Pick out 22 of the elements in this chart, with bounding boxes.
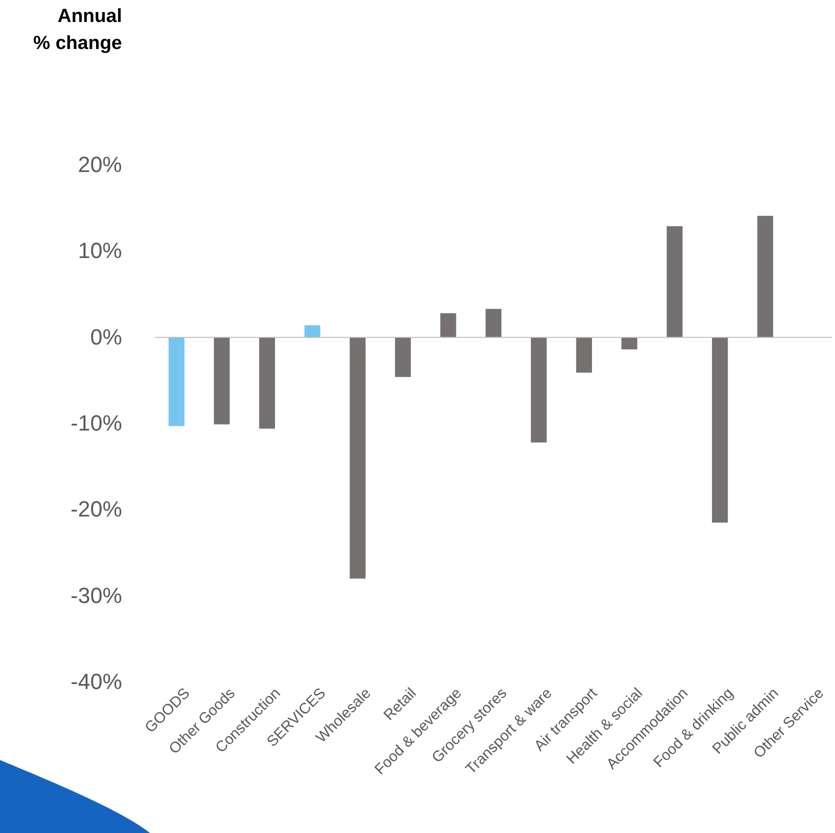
bar [757, 216, 774, 338]
bar [621, 337, 638, 350]
bar [259, 337, 276, 429]
bar [666, 226, 683, 338]
y-tick-label: 10% [78, 238, 122, 264]
bar [304, 325, 320, 338]
bar [214, 337, 230, 424]
y-tick-label: -20% [70, 496, 122, 522]
bar [168, 337, 184, 426]
y-tick-label: -30% [70, 582, 122, 608]
bar [440, 313, 456, 338]
bar [530, 337, 547, 442]
y-tick-label: 20% [78, 152, 122, 178]
bar [576, 337, 592, 373]
y-tick-label: -40% [70, 669, 122, 694]
y-tick-label: -10% [70, 410, 122, 436]
bar [712, 337, 728, 523]
bar [395, 337, 411, 377]
bar [350, 337, 366, 579]
bar [486, 308, 502, 338]
y-tick-label: 0% [90, 324, 122, 350]
text: Annual % change [33, 6, 122, 54]
